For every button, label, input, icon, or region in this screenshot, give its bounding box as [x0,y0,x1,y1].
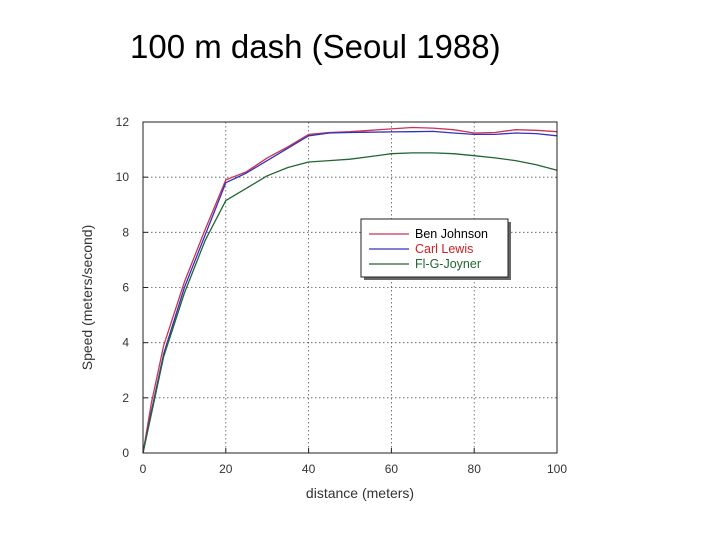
legend-label: Carl Lewis [415,242,473,256]
series-line-ben-johnson [142,126,558,454]
x-tick-label: 40 [302,462,316,476]
y-tick-label: 12 [116,115,130,129]
y-tick-label: 2 [122,391,129,405]
y-tick-label: 6 [122,281,129,295]
y-tick-label: 4 [122,336,129,350]
x-tick-label: 100 [547,462,567,476]
plot-frame [142,121,558,454]
grid-layer [142,121,558,454]
y-tick-label: 10 [116,170,130,184]
axes-layer: 0 20 40 60 80 100 0 2 4 6 8 10 12 distance (meters) Sp… [79,115,567,501]
y-tick-label: 0 [122,446,129,460]
series-line-carl-lewis [142,130,558,454]
x-tick-label: 0 [140,462,147,476]
x-axis-label: distance (meters) [306,485,414,501]
slide-title: 100 m dash (Seoul 1988) [130,28,501,65]
y-axis-label: Speed (meters/second) [79,225,95,371]
y-tick-label: 8 [122,225,129,239]
x-tick-label: 60 [385,462,399,476]
x-tick-label: 80 [468,462,482,476]
legend-box [360,218,509,278]
x-tick-label: 20 [219,462,233,476]
series-line-fl-g-joyner [142,152,558,454]
series-layer [142,126,558,454]
legend-label: Ben Johnson [415,227,488,241]
legend-label: Fl-G-Joyner [415,257,481,271]
